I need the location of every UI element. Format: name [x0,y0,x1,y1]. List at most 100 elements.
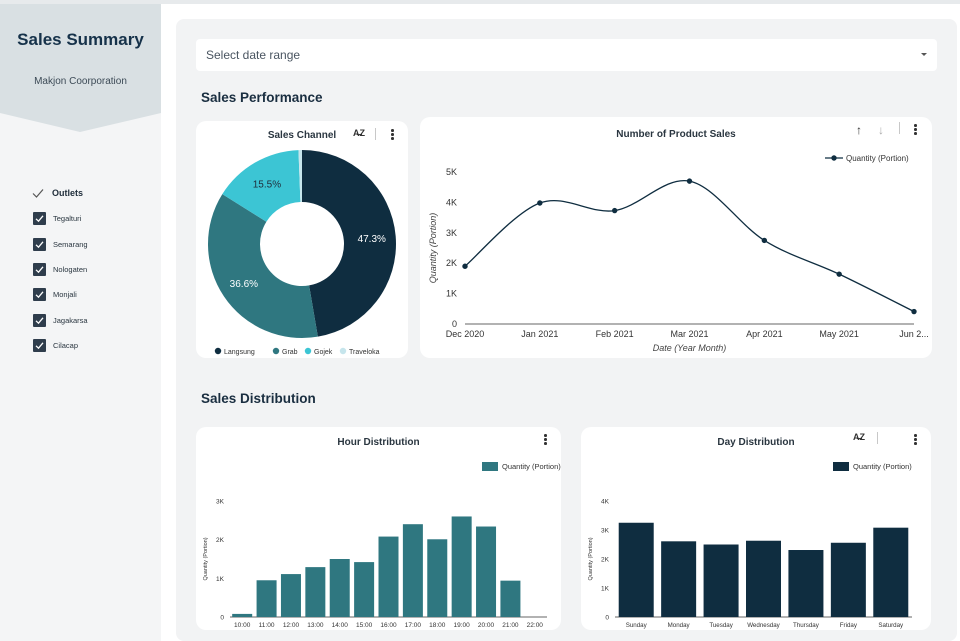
y-axis-title: Quantity (Portion) [588,537,594,580]
x-axis-title: Date (Year Month) [653,343,727,353]
x-tick-label: 22:00 [527,622,544,629]
x-tick-label: 21:00 [502,622,519,629]
bar-sunday [618,522,654,617]
legend-label: Quantity (Portion) [502,462,561,471]
product-sales-chart: 0 1K 2K 3K 4K 5K Dec 2020 Jan 2021 Feb 2021 Mar 2… [428,154,929,353]
y-tick-label: 3K [601,528,610,535]
outlet-filter-header[interactable]: Outlets [31,184,151,202]
checkbox-checked-icon[interactable] [33,313,46,327]
product-sales-card: Number of Product Sales ↑ ↓ 0 1K 2K 3K 4K 5K D… [420,117,932,358]
x-tick-label: 10:00 [234,622,251,629]
bar-thursday [788,550,824,617]
sidebar-header-shape [0,4,161,132]
y-tick-label: 0 [220,615,224,622]
day-distribution-title: Day Distribution [717,437,795,448]
toolbar-separator [375,128,376,140]
more-options-icon[interactable] [391,129,394,141]
x-tick-label: 15:00 [356,622,373,629]
y-tick-label: 2K [446,258,457,268]
y-tick-label: 0 [452,319,457,329]
pie-data-label: 36.6% [230,279,258,290]
more-options-icon[interactable] [544,434,547,446]
pie-data-label: 15.5% [253,179,281,190]
bar-1800 [427,539,448,617]
x-tick-label: Thursday [793,622,820,629]
arrow-up-icon[interactable]: ↑ [856,123,862,137]
y-tick-label: 1K [446,289,457,299]
series-line [464,179,915,313]
outlet-label: Nologaten [53,264,88,274]
outlet-item[interactable]: Cilacap [31,333,151,358]
date-range-placeholder: Select date range [206,48,301,62]
outlet-label: Monjali [53,290,77,300]
sales-channel-card: Sales Channel A̶Z 47.3% 36.6% 15.5% Langsun… [196,121,408,358]
outlet-item[interactable]: Semarang [31,231,151,256]
y-tick-label: 1K [601,586,610,593]
outlet-item[interactable]: Tegalturi [31,206,151,231]
sort-az-icon[interactable]: A̶Z [853,432,865,442]
x-tick-label: Jan 2021 [521,329,558,339]
bar-1500 [354,562,375,617]
legend-marker [339,347,347,355]
data-point [611,207,618,214]
dropdown-caret-icon[interactable] [921,53,927,56]
sidebar-subtitle: Makjon Coorporation [34,76,127,87]
legend-marker [272,347,280,355]
x-tick-label: Friday [840,622,858,629]
outlet-item[interactable]: Nologaten [31,257,151,282]
bar-1700 [402,524,423,617]
x-tick-label: Dec 2020 [446,329,485,339]
x-tick-label: Sunday [626,622,648,629]
outlet-item[interactable]: Monjali [31,282,151,307]
x-tick-label: Monday [668,622,691,629]
y-tick-label: 4K [446,197,457,207]
legend-label: Gojek [314,349,333,356]
sidebar-header: Sales Summary Makjon Coorporation [0,4,161,132]
pie-data-label: 47.3% [358,234,386,245]
y-axis-title: Quantity (Portion) [203,537,209,580]
legend-label: Quantity (Portion) [846,154,909,163]
date-range-select[interactable]: Select date range [196,39,937,71]
x-tick-label: Saturday [878,622,904,629]
outlet-label: Tegalturi [53,214,82,224]
checkbox-checked-icon[interactable] [33,339,46,353]
bar-tuesday [703,544,739,617]
checkbox-checked-icon[interactable] [33,237,46,251]
bar-friday [830,542,866,617]
data-point [537,200,543,206]
bar-1200 [280,574,301,617]
sort-az-icon[interactable]: A̶Z [353,128,365,138]
pie-slice-langsung [302,150,396,337]
bar-wednesday [746,540,781,617]
more-options-icon[interactable] [914,124,917,136]
legend-marker [214,347,222,355]
legend-marker [831,155,837,161]
pie-slice-grab [208,194,318,338]
checkbox-checked-icon[interactable] [33,288,46,302]
outlet-item[interactable]: Jagakarsa [31,308,151,333]
bar-2100 [500,580,521,617]
legend-marker [304,347,312,355]
x-tick-label: 11:00 [259,622,275,629]
x-tick-label: Apr 2021 [746,329,783,339]
select-all-check-icon[interactable] [31,186,45,200]
arrow-down-icon[interactable]: ↓ [878,123,884,137]
outlet-label: Cilacap [53,341,79,351]
pie-slice-traveloka [298,150,302,203]
sales-channel-chart: 47.3% 36.6% 15.5% Langsung Grab Gojek Travelok… [208,150,396,356]
legend-label: Grab [282,349,298,356]
toolbar-separator [877,432,878,444]
checkbox-checked-icon[interactable] [33,262,46,276]
data-point [462,263,468,269]
legend-marker [482,462,498,471]
more-options-icon[interactable] [914,434,917,446]
data-point [686,178,693,184]
top-border [0,0,960,4]
checkbox-checked-icon[interactable] [33,212,46,226]
y-tick-label: 3K [216,499,225,506]
pie-slice-gojek [222,150,301,222]
sales-channel-title: Sales Channel [267,130,337,141]
x-tick-label: May 2021 [819,329,859,339]
x-tick-label: 20:00 [478,622,495,629]
